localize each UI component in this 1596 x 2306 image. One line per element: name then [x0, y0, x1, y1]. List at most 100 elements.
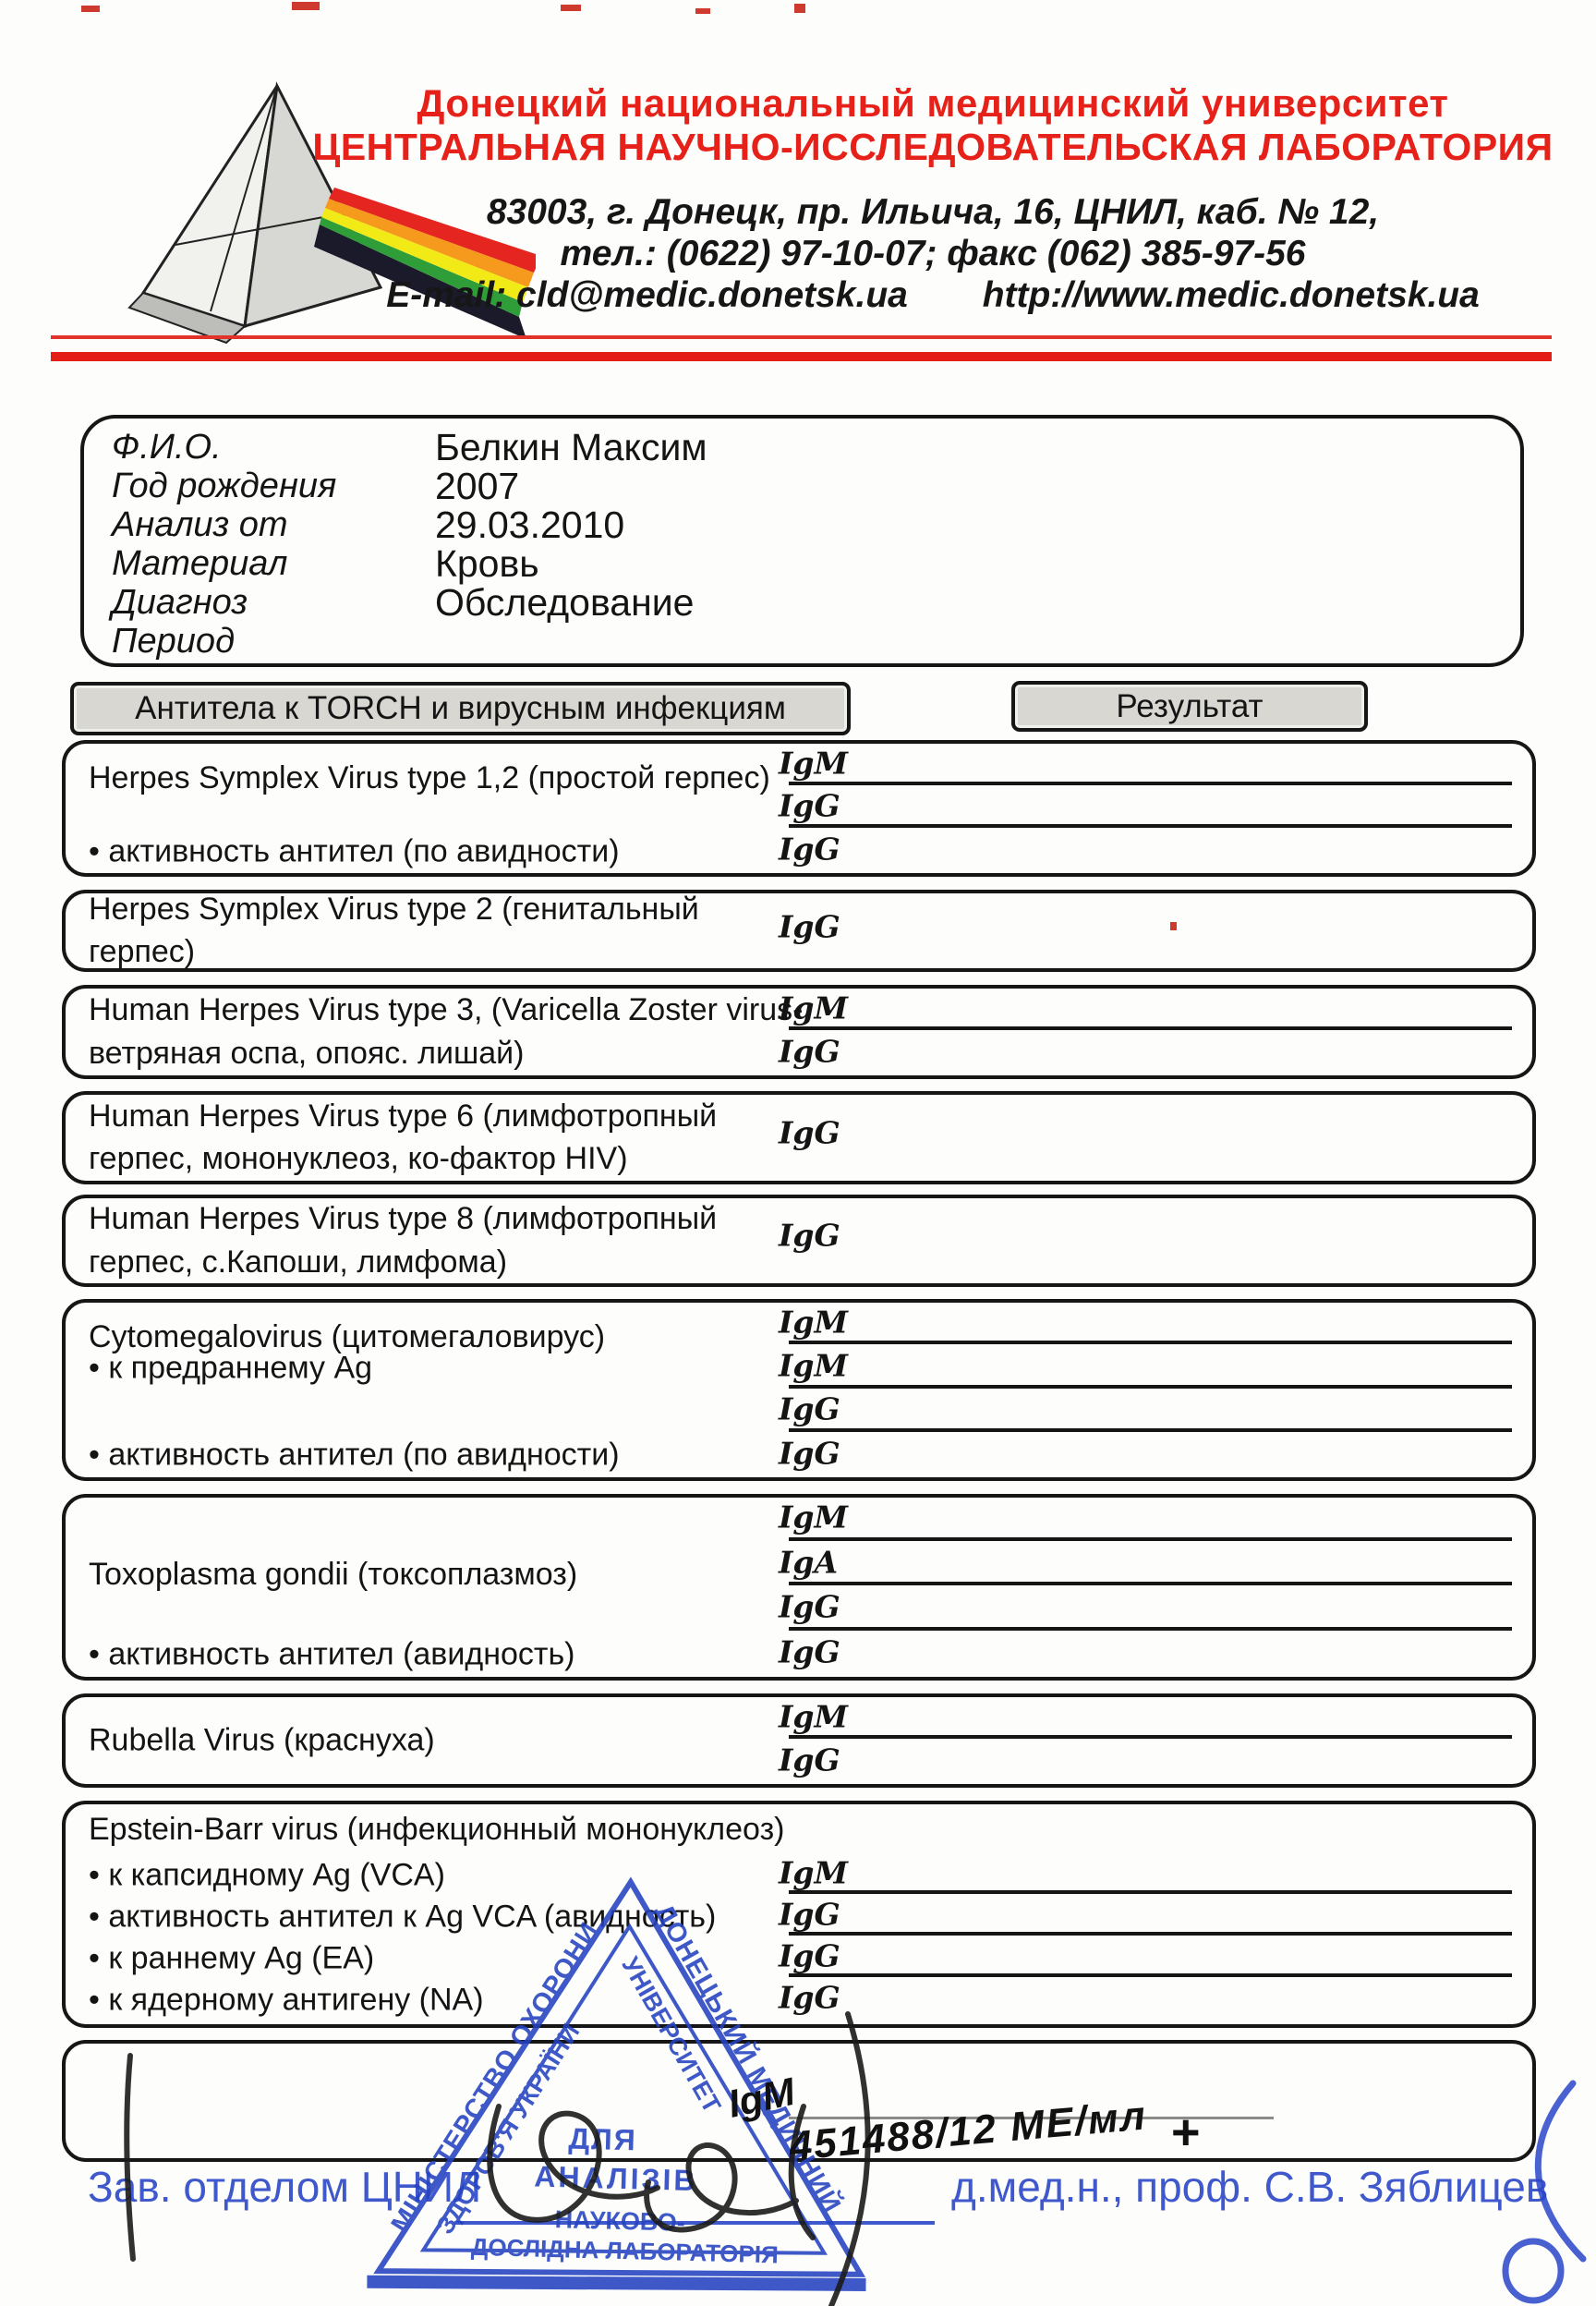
result-row: IgG: [66, 1198, 1532, 1283]
test-block: Human Herpes Virus type 6 (лимфотропный г…: [62, 1091, 1536, 1184]
result-row: IgM: [66, 1303, 1532, 1346]
result-line: [789, 2117, 1274, 2119]
test-subitem: • к предраннему Ag: [89, 1350, 373, 1386]
result-row: IgM: [66, 1697, 1532, 1741]
test-name-line: Human Herpes Virus type 3, (Varicella Zo…: [89, 992, 804, 1028]
result-row: IgG: [66, 893, 1532, 968]
test-subitem: • активность антител (авидность): [89, 1636, 575, 1672]
phone-fax-line: тел.: (0622) 97-10-07; факс (062) 385-97…: [560, 234, 1306, 273]
test-subitem: • к ядерному антигену (NA): [89, 1982, 484, 2017]
result-row: • активность антител (авидность) IgG: [66, 1632, 1532, 1678]
test-block: Cytomegalovirus (цитомегаловирус) IgM • к …: [62, 1299, 1536, 1481]
test-name: Toxoplasma gondii (токсоплазмоз): [89, 1553, 577, 1596]
test-name: Human Herpes Virus type 3, (Varicella Zo…: [89, 989, 803, 1075]
result-row: • к раннему Ag (EA) IgG: [66, 1937, 1532, 1979]
result-line: [789, 1341, 1512, 1345]
result-line: [789, 1582, 1512, 1585]
scan-artifact: [561, 5, 581, 11]
ig-label: IgG: [779, 1033, 840, 1070]
scan-artifact: [1170, 922, 1177, 930]
patient-field-value: Белкин Максим: [435, 425, 707, 468]
result-row: IgM: [66, 1498, 1532, 1543]
red-rule-thick: [51, 352, 1552, 361]
ig-label: IgG: [779, 1896, 840, 1933]
handwritten-result: 451488/12 МЕ/мл: [787, 2093, 1149, 2169]
test-subitem: • активность антител (по авидности): [89, 833, 620, 869]
result-line: [789, 781, 1512, 785]
patient-field-value: 29.03.2010: [435, 503, 625, 546]
result-line: [789, 1427, 1512, 1432]
patient-field-label: Материал: [112, 543, 288, 583]
section-header-tests: Антитела к TORCH и вирусным инфекциям: [70, 682, 851, 735]
ig-label: IgM: [779, 989, 849, 1026]
result-line: [789, 1735, 1512, 1739]
test-name-line: герпес, с.Капоши, лимфома): [89, 1244, 508, 1280]
footer-right-label: д.мед.н., проф. С.В. Зяблицев: [951, 2163, 1549, 2211]
test-name: Rubella Virus (краснуха): [89, 1719, 435, 1763]
signature: [788, 2104, 816, 2240]
patient-field-value: 2007: [435, 464, 520, 507]
patient-row: Диагноз Обследование: [112, 581, 1520, 624]
test-name-line: Cytomegalovirus (цитомегаловирус): [89, 1319, 606, 1354]
ig-label: IgM: [779, 745, 849, 782]
ig-label: IgM: [779, 1499, 849, 1535]
test-rows: IgM IgG: [66, 989, 1532, 1075]
result-line: [789, 1890, 1512, 1894]
patient-field-label: Ф.И.О.: [112, 427, 222, 467]
test-rows: IgM • к предраннему Ag IgM IgG • активность …: [66, 1303, 1532, 1477]
result-row: IgG: [66, 1587, 1532, 1632]
blue-pen-curve: [1534, 2080, 1587, 2263]
patient-field-label: Период: [112, 621, 236, 661]
test-subitem: • активность антител (по авидности): [89, 1437, 620, 1473]
ig-label: IgG: [779, 1114, 840, 1151]
result-row: [66, 2044, 1532, 2158]
result-line: [789, 1026, 1512, 1030]
result-row: • к предраннему Ag IgM: [66, 1346, 1532, 1390]
test-name-line: Toxoplasma gondii (токсоплазмоз): [89, 1557, 578, 1593]
patient-field-label: Анализ от: [112, 504, 288, 544]
result-line: [789, 824, 1512, 829]
result-line: [789, 1536, 1512, 1541]
test-block: Herpes Symplex Virus type 1,2 (простой г…: [62, 740, 1536, 877]
pen-stroke: [124, 2053, 136, 2262]
email-web-line: E-mail: cld@medic.donetsk.ua http://www.…: [277, 275, 1589, 316]
section-header-result: Результат: [1011, 681, 1368, 732]
ig-label: IgM: [779, 1347, 849, 1384]
result-line: [789, 1384, 1512, 1389]
result-row: IgG: [66, 1390, 1532, 1434]
test-name: Herpes Symplex Virus type 2 (генитальный…: [89, 888, 699, 975]
patient-info-box: Ф.И.О. Белкин Максим Год рождения 2007 Анали…: [80, 415, 1524, 667]
handwritten-ig: IgM: [724, 2069, 799, 2126]
red-rule-thin: [51, 335, 1552, 339]
test-rows: • к капсидному Ag (VCA) IgM • активность а…: [66, 1854, 1532, 2021]
result-row: • активность антител (по авидности) IgG: [66, 830, 1532, 873]
result-row: IgM: [66, 989, 1532, 1032]
test-block: Epstein-Barr virus (инфекционный мононук…: [62, 1801, 1536, 2028]
laboratory-name: ЦЕНТРАЛЬНАЯ НАУЧНО-ИССЛЕДОВАТЕЛЬСКАЯ ЛАБ…: [312, 126, 1554, 168]
result-row: IgG: [66, 1741, 1532, 1784]
test-name: Epstein-Barr virus (инфекционный мононук…: [89, 1812, 785, 1847]
test-name: Cytomegalovirus (цитомегаловирус): [89, 1316, 605, 1359]
patient-field-label: Диагноз: [112, 582, 248, 622]
stamp-bottom-line1: НАУКОВО-: [554, 2205, 685, 2237]
test-subitem: • к раннему Ag (EA): [89, 1940, 375, 1975]
result-row: IgG: [66, 1032, 1532, 1075]
signature-line: [454, 2221, 935, 2225]
test-block: [62, 2040, 1536, 2162]
test-name-line: герпес, мононуклеоз, ко-фактор HIV): [89, 1141, 628, 1177]
test-block: Human Herpes Virus type 8 (лимфотропный г…: [62, 1195, 1536, 1287]
result-row: IgM: [66, 744, 1532, 787]
blue-pen-circle: [1502, 2238, 1565, 2304]
scan-artifact: [81, 6, 100, 12]
patient-field-value: Кровь: [435, 541, 539, 585]
test-name-line: Human Herpes Virus type 6 (лимфотропный: [89, 1098, 718, 1134]
result-line: [789, 1626, 1512, 1631]
ig-label: IgG: [779, 1979, 840, 2016]
ig-label: IgM: [779, 1304, 849, 1341]
scan-artifact: [794, 4, 805, 13]
test-rows: IgG: [66, 1198, 1532, 1283]
test-name: Human Herpes Virus type 8 (лимфотропный г…: [89, 1197, 717, 1284]
result-line: [789, 1932, 1512, 1936]
stamp-center-line1: ДЛЯ: [568, 2121, 637, 2156]
